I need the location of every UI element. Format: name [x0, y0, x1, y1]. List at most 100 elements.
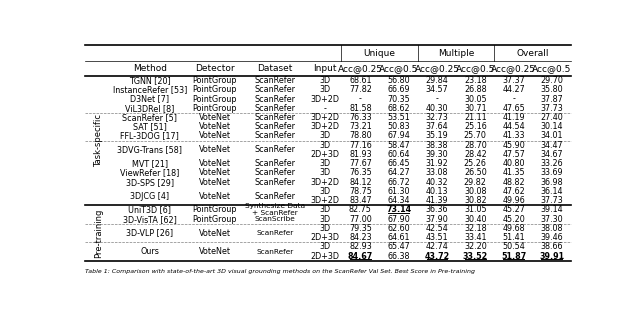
- Text: 3D+2D: 3D+2D: [310, 122, 340, 131]
- Text: 44.27: 44.27: [502, 85, 525, 94]
- Text: ScanRefer: ScanRefer: [255, 104, 296, 113]
- Text: 2D+3D: 2D+3D: [310, 233, 340, 242]
- Text: 23.18: 23.18: [464, 76, 486, 85]
- Text: 68.61: 68.61: [349, 76, 372, 85]
- Text: ScanRefer: ScanRefer: [255, 131, 296, 140]
- Text: Acc@0.5: Acc@0.5: [379, 64, 419, 73]
- Text: TGNN [20]: TGNN [20]: [129, 76, 171, 85]
- Text: InstanceRefer [53]: InstanceRefer [53]: [113, 85, 187, 94]
- Text: 47.65: 47.65: [502, 104, 525, 113]
- Text: 64.34: 64.34: [387, 196, 410, 205]
- Text: ScanRefer: ScanRefer: [255, 168, 296, 178]
- Text: ScanRefer: ScanRefer: [255, 178, 296, 187]
- Text: 67.94: 67.94: [387, 131, 410, 140]
- Text: -: -: [436, 95, 438, 104]
- Text: Detector: Detector: [195, 64, 234, 73]
- Text: PointGroup: PointGroup: [193, 76, 237, 85]
- Text: ScanRefer: ScanRefer: [257, 230, 294, 236]
- Text: ScanRefer: ScanRefer: [255, 113, 296, 122]
- Text: 3D: 3D: [319, 242, 331, 251]
- Text: 82.75: 82.75: [349, 206, 372, 214]
- Text: 26.50: 26.50: [464, 168, 486, 178]
- Text: Acc@0.5: Acc@0.5: [532, 64, 572, 73]
- Text: 28.42: 28.42: [464, 150, 486, 159]
- Text: 3D+2D: 3D+2D: [310, 113, 340, 122]
- Text: UniT3D [6]: UniT3D [6]: [128, 206, 172, 214]
- Text: 3D+2D: 3D+2D: [310, 95, 340, 104]
- Text: 2D+3D: 2D+3D: [310, 150, 340, 159]
- Text: 84.12: 84.12: [349, 178, 372, 187]
- Text: 60.64: 60.64: [387, 150, 410, 159]
- Text: 3D: 3D: [319, 141, 331, 150]
- Text: 37.87: 37.87: [541, 95, 563, 104]
- Text: 29.70: 29.70: [540, 76, 563, 85]
- Text: Overall: Overall: [516, 49, 549, 57]
- Text: 45.27: 45.27: [502, 206, 525, 214]
- Text: ScanRefer: ScanRefer: [255, 192, 296, 201]
- Text: Pre-training: Pre-training: [93, 208, 102, 258]
- Text: 30.40: 30.40: [464, 215, 486, 224]
- Text: 49.68: 49.68: [502, 224, 525, 233]
- Text: 41.19: 41.19: [502, 113, 525, 122]
- Text: 51.41: 51.41: [502, 233, 525, 242]
- Text: 82.93: 82.93: [349, 242, 372, 251]
- Text: 66.69: 66.69: [387, 85, 410, 94]
- Text: 45.20: 45.20: [502, 215, 525, 224]
- Text: 37.37: 37.37: [502, 76, 525, 85]
- Text: ScanRefer: ScanRefer: [255, 85, 296, 94]
- Text: 30.71: 30.71: [464, 104, 486, 113]
- Text: -: -: [359, 95, 362, 104]
- Text: 29.84: 29.84: [426, 76, 449, 85]
- Text: ScanRefer: ScanRefer: [255, 145, 296, 154]
- Text: PointGroup: PointGroup: [193, 95, 237, 104]
- Text: 50.54: 50.54: [502, 242, 525, 251]
- Text: 30.08: 30.08: [464, 187, 486, 196]
- Text: 3D: 3D: [319, 85, 331, 94]
- Text: Table 1: Comparison with state-of-the-art 3D visual grounding methods on the Sca: Table 1: Comparison with state-of-the-ar…: [85, 269, 475, 274]
- Text: 47.62: 47.62: [502, 187, 525, 196]
- Text: 3D: 3D: [319, 159, 331, 168]
- Text: 66.38: 66.38: [387, 252, 410, 261]
- Text: 40.30: 40.30: [426, 104, 448, 113]
- Text: 45.90: 45.90: [502, 141, 525, 150]
- Text: 84.67: 84.67: [348, 252, 373, 261]
- Text: VoteNet: VoteNet: [198, 131, 230, 140]
- Text: VoteNet: VoteNet: [198, 159, 230, 168]
- Text: 33.08: 33.08: [426, 168, 448, 178]
- Text: 30.14: 30.14: [541, 122, 563, 131]
- Text: PointGroup: PointGroup: [193, 85, 237, 94]
- Text: 37.30: 37.30: [541, 215, 563, 224]
- Text: ScanRefer: ScanRefer: [255, 76, 296, 85]
- Text: 56.80: 56.80: [387, 76, 410, 85]
- Text: 3D: 3D: [319, 187, 331, 196]
- Text: 32.73: 32.73: [426, 113, 449, 122]
- Text: 78.75: 78.75: [349, 187, 372, 196]
- Text: D3Net [7]: D3Net [7]: [130, 95, 170, 104]
- Text: Task-specific: Task-specific: [93, 114, 102, 167]
- Text: 33.52: 33.52: [463, 252, 488, 261]
- Text: 33.41: 33.41: [464, 233, 486, 242]
- Text: VoteNet: VoteNet: [198, 192, 230, 201]
- Text: FFL-3DOG [17]: FFL-3DOG [17]: [120, 131, 179, 140]
- Text: 34.57: 34.57: [426, 85, 449, 94]
- Text: 81.58: 81.58: [349, 104, 372, 113]
- Text: 73.14: 73.14: [386, 206, 412, 214]
- Text: 77.82: 77.82: [349, 85, 372, 94]
- Text: 66.72: 66.72: [387, 178, 410, 187]
- Text: 31.92: 31.92: [426, 159, 449, 168]
- Text: Acc@0.25: Acc@0.25: [338, 64, 383, 73]
- Text: 21.11: 21.11: [464, 113, 486, 122]
- Text: 33.69: 33.69: [541, 168, 563, 178]
- Text: 40.13: 40.13: [426, 187, 448, 196]
- Text: MVT [21]: MVT [21]: [132, 159, 168, 168]
- Text: 25.70: 25.70: [464, 131, 487, 140]
- Text: 37.73: 37.73: [541, 196, 563, 205]
- Text: 39.91: 39.91: [540, 252, 564, 261]
- Text: 39.30: 39.30: [426, 150, 448, 159]
- Text: ViewRefer [18]: ViewRefer [18]: [120, 168, 179, 178]
- Text: 41.39: 41.39: [426, 196, 448, 205]
- Text: 67.90: 67.90: [387, 215, 410, 224]
- Text: 30.82: 30.82: [464, 196, 486, 205]
- Text: 39.46: 39.46: [541, 233, 563, 242]
- Text: 68.62: 68.62: [387, 104, 410, 113]
